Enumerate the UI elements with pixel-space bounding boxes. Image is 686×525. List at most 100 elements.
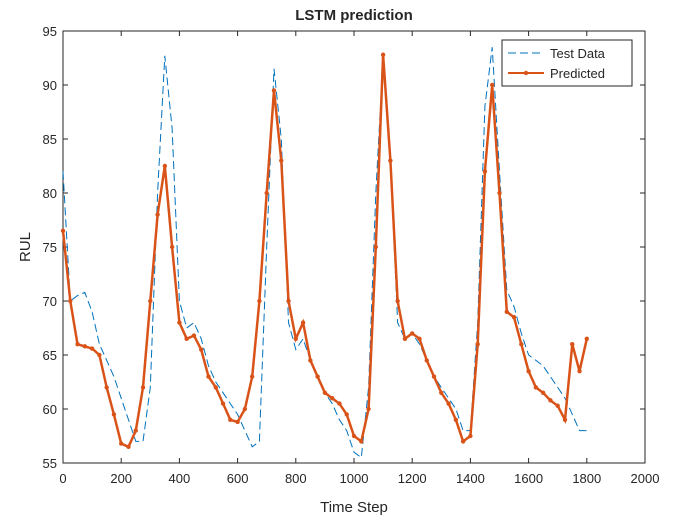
point	[315, 374, 320, 379]
point	[380, 52, 386, 57]
point	[60, 228, 66, 233]
point	[177, 320, 182, 325]
point	[395, 298, 400, 304]
point	[562, 417, 568, 422]
point	[140, 385, 146, 390]
point	[424, 358, 429, 363]
point	[584, 336, 589, 341]
x-tick-label: 1800	[572, 471, 601, 486]
point	[410, 331, 415, 336]
point	[89, 346, 95, 351]
point	[133, 428, 138, 433]
point	[540, 390, 546, 395]
point	[293, 336, 298, 341]
point	[548, 398, 553, 403]
point	[126, 444, 131, 449]
point	[104, 385, 109, 390]
legend-label: Test Data	[550, 46, 606, 61]
legend-label: Predicted	[550, 66, 605, 81]
point	[533, 385, 539, 390]
y-tick-label: 90	[43, 78, 57, 93]
point	[475, 342, 480, 347]
y-tick-label: 60	[43, 402, 57, 417]
x-axis-label: Time Step	[320, 499, 388, 516]
x-tick-label: 2000	[631, 471, 660, 486]
legend-marker	[523, 70, 529, 76]
x-tick-label: 400	[169, 471, 191, 486]
point	[308, 358, 313, 363]
y-tick-label: 75	[43, 240, 57, 255]
point	[570, 342, 575, 347]
point	[460, 439, 466, 444]
point	[82, 344, 88, 349]
x-tick-label: 200	[110, 471, 132, 486]
point	[162, 163, 168, 169]
point	[439, 390, 444, 395]
x-tick-label: 800	[285, 471, 307, 486]
chart-title: LSTM prediction	[295, 7, 413, 24]
point	[526, 369, 531, 374]
point	[300, 320, 306, 325]
y-axis-label: RUL	[17, 232, 34, 262]
point	[97, 352, 102, 358]
point	[220, 401, 226, 406]
point	[511, 315, 517, 320]
y-tick-label: 55	[43, 456, 57, 471]
point	[155, 212, 160, 217]
point	[169, 244, 175, 250]
point	[329, 396, 335, 401]
point	[344, 412, 349, 417]
point	[249, 374, 255, 379]
point	[235, 419, 240, 425]
point	[337, 401, 342, 406]
x-tick-label: 1200	[398, 471, 427, 486]
point	[504, 309, 509, 314]
point	[111, 412, 117, 417]
point	[519, 342, 524, 347]
point	[184, 336, 189, 341]
point	[373, 244, 379, 250]
point	[482, 169, 488, 174]
point	[431, 374, 437, 379]
legend-box	[501, 39, 633, 87]
point	[271, 88, 277, 93]
y-tick-label: 70	[43, 294, 57, 309]
point	[206, 374, 211, 379]
point	[286, 298, 291, 304]
point	[213, 385, 218, 390]
x-tick-label: 1400	[456, 471, 485, 486]
y-tick-label: 80	[43, 186, 57, 201]
x-tick-label: 600	[227, 471, 249, 486]
point	[75, 342, 80, 347]
point	[148, 298, 153, 304]
point	[257, 298, 262, 304]
point	[490, 82, 495, 88]
x-tick-label: 0	[59, 471, 66, 486]
point	[359, 439, 364, 444]
point	[351, 433, 357, 439]
y-tick-label: 65	[43, 348, 57, 363]
y-tick-label: 85	[43, 132, 57, 147]
point	[68, 298, 73, 304]
point	[555, 403, 560, 408]
point	[199, 347, 204, 352]
point	[264, 190, 269, 196]
point	[228, 417, 233, 422]
point	[577, 369, 582, 374]
point	[468, 433, 473, 439]
point	[366, 406, 371, 412]
point	[446, 401, 451, 406]
x-tick-label: 1600	[514, 471, 543, 486]
x-tick-label: 1000	[340, 471, 369, 486]
y-tick-label: 95	[43, 24, 57, 39]
point	[417, 336, 422, 341]
plot-area	[62, 30, 646, 464]
point	[279, 158, 284, 163]
point	[191, 333, 197, 338]
point	[322, 390, 328, 395]
point	[119, 441, 124, 446]
point	[242, 406, 248, 412]
point	[497, 190, 502, 196]
